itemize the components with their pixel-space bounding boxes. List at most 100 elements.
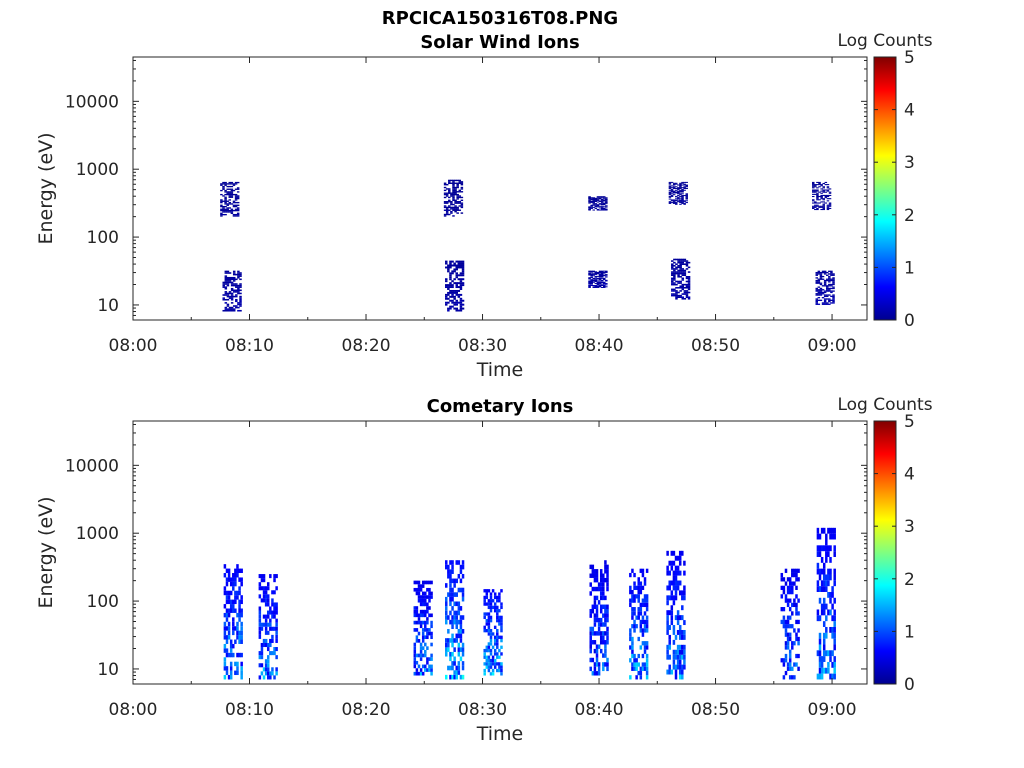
data-cell xyxy=(236,197,240,200)
data-cell xyxy=(592,203,596,205)
data-cell xyxy=(228,278,232,281)
data-cell xyxy=(232,626,235,631)
data-cell xyxy=(222,205,225,208)
data-cell xyxy=(590,207,593,209)
data-cell xyxy=(461,307,465,310)
data-cell xyxy=(230,308,234,310)
data-cell xyxy=(230,188,234,190)
data-cell xyxy=(637,598,640,603)
data-cell xyxy=(496,635,499,639)
data-cell xyxy=(239,272,242,274)
data-cell xyxy=(821,271,825,274)
data-cell xyxy=(458,191,462,193)
data-cell xyxy=(229,670,233,676)
data-cell xyxy=(454,179,457,182)
data-cell xyxy=(589,608,592,614)
data-cell xyxy=(269,574,272,579)
data-cell xyxy=(595,617,599,623)
data-cell xyxy=(679,200,682,202)
data-cell xyxy=(683,201,686,203)
data-cell xyxy=(260,663,264,668)
data-cell xyxy=(687,297,691,300)
data-cell xyxy=(596,285,600,287)
data-cell xyxy=(489,632,493,636)
data-cell xyxy=(487,665,491,669)
data-cell xyxy=(269,626,272,631)
panel-title: Solar Wind Ions xyxy=(420,32,579,53)
data-cell xyxy=(591,608,595,614)
data-cell xyxy=(496,628,499,633)
data-cell xyxy=(679,264,682,267)
data-cell xyxy=(598,281,602,283)
data-cell xyxy=(240,661,243,667)
data-cell xyxy=(239,298,242,301)
data-cell xyxy=(683,184,686,186)
data-cell xyxy=(681,644,684,650)
data-cell xyxy=(451,642,454,648)
data-cell xyxy=(600,286,604,288)
data-cell xyxy=(606,604,609,609)
data-cell xyxy=(222,181,225,184)
data-cell xyxy=(452,215,455,217)
data-cell xyxy=(816,189,819,191)
data-cell xyxy=(451,619,454,625)
data-cell xyxy=(681,272,685,275)
data-cell xyxy=(588,271,591,273)
data-cell xyxy=(447,647,450,652)
data-cell xyxy=(670,190,674,192)
data-cell xyxy=(633,662,636,667)
data-cell xyxy=(676,629,680,635)
data-cell xyxy=(592,275,596,277)
data-cell xyxy=(683,183,686,185)
data-cell xyxy=(827,551,830,557)
data-cell xyxy=(672,575,676,581)
data-cell xyxy=(258,663,262,668)
data-cell xyxy=(500,619,503,623)
data-cell xyxy=(793,598,796,603)
data-cell xyxy=(675,272,678,275)
data-cell xyxy=(498,648,501,653)
data-cell xyxy=(588,196,591,198)
data-cell xyxy=(668,186,672,188)
data-cell xyxy=(588,277,591,279)
data-cell xyxy=(426,580,429,585)
data-cell xyxy=(487,642,491,646)
data-cell xyxy=(232,608,235,613)
data-cell xyxy=(600,270,604,272)
data-cell xyxy=(820,206,823,208)
data-cell xyxy=(454,191,457,193)
data-cell xyxy=(784,645,788,650)
data-cell xyxy=(817,289,821,291)
data-cell xyxy=(452,183,455,186)
data-cell xyxy=(675,296,678,298)
data-cell xyxy=(786,624,790,629)
data-cell xyxy=(273,675,276,680)
data-cell xyxy=(236,213,240,216)
data-cell xyxy=(678,570,682,576)
data-cell xyxy=(674,634,678,640)
data-cell xyxy=(605,283,608,285)
data-cell xyxy=(485,595,489,600)
data-cell xyxy=(589,657,592,663)
data-cell xyxy=(674,585,678,591)
data-cell xyxy=(822,603,826,610)
data-cell xyxy=(232,183,236,185)
data-cell xyxy=(225,608,229,613)
data-cell xyxy=(679,199,682,201)
data-cell xyxy=(604,644,607,649)
colorbar-label: Log Counts xyxy=(837,31,932,51)
data-cell xyxy=(445,262,448,265)
data-cell xyxy=(818,650,822,657)
data-cell xyxy=(674,595,678,601)
data-cell xyxy=(226,209,229,212)
data-cell xyxy=(822,205,825,207)
data-cell xyxy=(677,192,680,194)
data-cell xyxy=(687,271,691,273)
data-cell xyxy=(487,615,491,620)
data-cell xyxy=(817,294,821,296)
data-cell xyxy=(599,648,603,654)
data-cell xyxy=(600,273,604,275)
data-cell xyxy=(237,287,240,290)
data-cell xyxy=(604,653,607,658)
data-cell xyxy=(675,266,678,269)
